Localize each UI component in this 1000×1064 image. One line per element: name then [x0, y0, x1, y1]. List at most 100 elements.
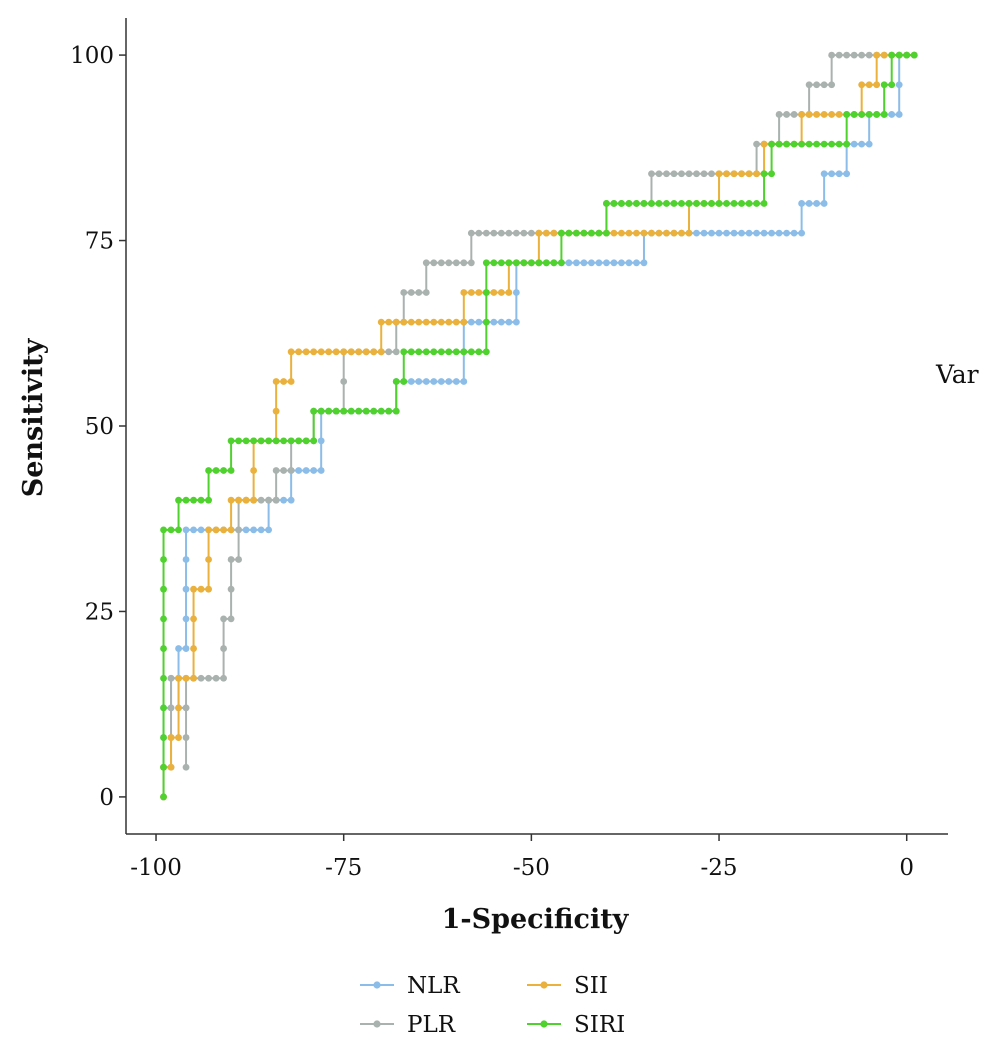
data-point-sii	[197, 585, 205, 593]
data-point-nlr	[708, 229, 715, 237]
data-point-plr	[520, 229, 528, 237]
data-point-plr	[167, 674, 175, 682]
data-point-sii	[460, 289, 468, 296]
data-point-nlr	[437, 378, 445, 385]
data-point-plr	[865, 51, 873, 59]
data-point-sii	[182, 674, 190, 682]
data-point-siri	[422, 348, 430, 356]
data-point-nlr	[730, 229, 738, 237]
data-point-siri	[160, 615, 167, 623]
data-point-nlr	[445, 378, 453, 385]
data-point-sii	[828, 111, 836, 118]
y-tick-label: 0	[99, 785, 114, 811]
data-point-sii	[723, 170, 730, 178]
data-point-siri	[783, 140, 790, 148]
data-point-plr	[813, 81, 821, 89]
data-point-plr	[235, 526, 243, 534]
data-point-plr	[467, 229, 475, 237]
data-point-plr	[497, 229, 505, 237]
data-point-sii	[535, 229, 543, 237]
data-point-siri	[625, 200, 633, 207]
data-point-nlr	[820, 200, 828, 207]
data-point-siri	[227, 437, 235, 445]
data-point-plr	[512, 229, 520, 237]
data-point-sii	[280, 378, 288, 385]
data-point-sii	[190, 645, 197, 652]
data-point-sii	[355, 348, 363, 356]
data-point-siri	[452, 348, 460, 356]
data-point-sii	[317, 348, 325, 356]
data-point-siri	[482, 259, 490, 267]
data-point-nlr	[452, 378, 460, 385]
data-point-nlr	[595, 259, 603, 267]
data-point-sii	[310, 348, 318, 356]
data-point-nlr	[565, 259, 573, 267]
data-point-plr	[843, 51, 851, 59]
data-point-siri	[527, 259, 535, 267]
data-point-nlr	[813, 200, 821, 207]
data-point-nlr	[415, 378, 423, 385]
data-point-plr	[685, 170, 693, 178]
data-point-siri	[302, 437, 310, 445]
data-point-siri	[317, 407, 325, 415]
data-point-sii	[542, 229, 550, 237]
data-point-sii	[272, 378, 280, 385]
data-point-nlr	[287, 496, 295, 504]
data-point-sii	[505, 289, 513, 296]
data-point-nlr	[603, 259, 610, 267]
data-point-siri	[355, 407, 363, 415]
data-point-plr	[820, 81, 828, 89]
legend-label: PLR	[407, 1012, 456, 1038]
x-ticks: -100 -75 -50 -25 0	[130, 834, 914, 881]
series-siri	[160, 51, 918, 801]
data-point-nlr	[512, 289, 520, 296]
data-point-sii	[445, 318, 453, 326]
data-point-sii	[865, 81, 873, 89]
data-point-nlr	[182, 645, 190, 652]
data-point-sii	[347, 348, 355, 356]
data-point-nlr	[475, 318, 483, 326]
data-point-plr	[783, 111, 790, 118]
data-point-siri	[377, 407, 385, 415]
var-label: Var	[935, 360, 979, 389]
data-point-nlr	[798, 200, 806, 207]
data-point-siri	[888, 81, 896, 89]
data-point-nlr	[760, 229, 768, 237]
data-point-siri	[685, 200, 693, 207]
legend-label: NLR	[407, 973, 460, 999]
data-point-sii	[655, 229, 663, 237]
data-point-sii	[340, 348, 348, 356]
data-point-nlr	[295, 467, 303, 474]
data-point-siri	[850, 111, 858, 118]
data-point-nlr	[573, 259, 580, 267]
data-point-siri	[227, 467, 235, 474]
data-point-siri	[340, 407, 348, 415]
data-point-nlr	[640, 259, 648, 267]
data-point-plr	[205, 674, 212, 682]
data-point-siri	[160, 674, 167, 682]
data-point-siri	[775, 140, 783, 148]
data-point-siri	[655, 200, 663, 207]
data-point-plr	[227, 615, 235, 623]
data-point-plr	[835, 51, 843, 59]
data-point-sii	[873, 81, 881, 89]
data-point-sii	[220, 526, 227, 534]
data-point-nlr	[610, 259, 618, 267]
data-point-sii	[392, 318, 400, 326]
data-point-siri	[385, 407, 393, 415]
data-point-sii	[663, 229, 670, 237]
data-point-plr	[828, 81, 836, 89]
data-point-plr	[280, 467, 288, 474]
y-tick-label: 50	[85, 414, 114, 440]
data-point-siri	[903, 51, 911, 59]
data-point-sii	[377, 318, 385, 326]
data-point-sii	[475, 289, 483, 296]
data-point-nlr	[257, 526, 265, 534]
data-point-plr	[445, 259, 453, 267]
data-point-siri	[482, 289, 490, 296]
y-tick-label: 100	[70, 43, 114, 69]
data-point-siri	[843, 140, 851, 148]
legend-label: SIRI	[574, 1012, 625, 1038]
data-point-plr	[805, 81, 813, 89]
data-point-sii	[212, 526, 220, 534]
